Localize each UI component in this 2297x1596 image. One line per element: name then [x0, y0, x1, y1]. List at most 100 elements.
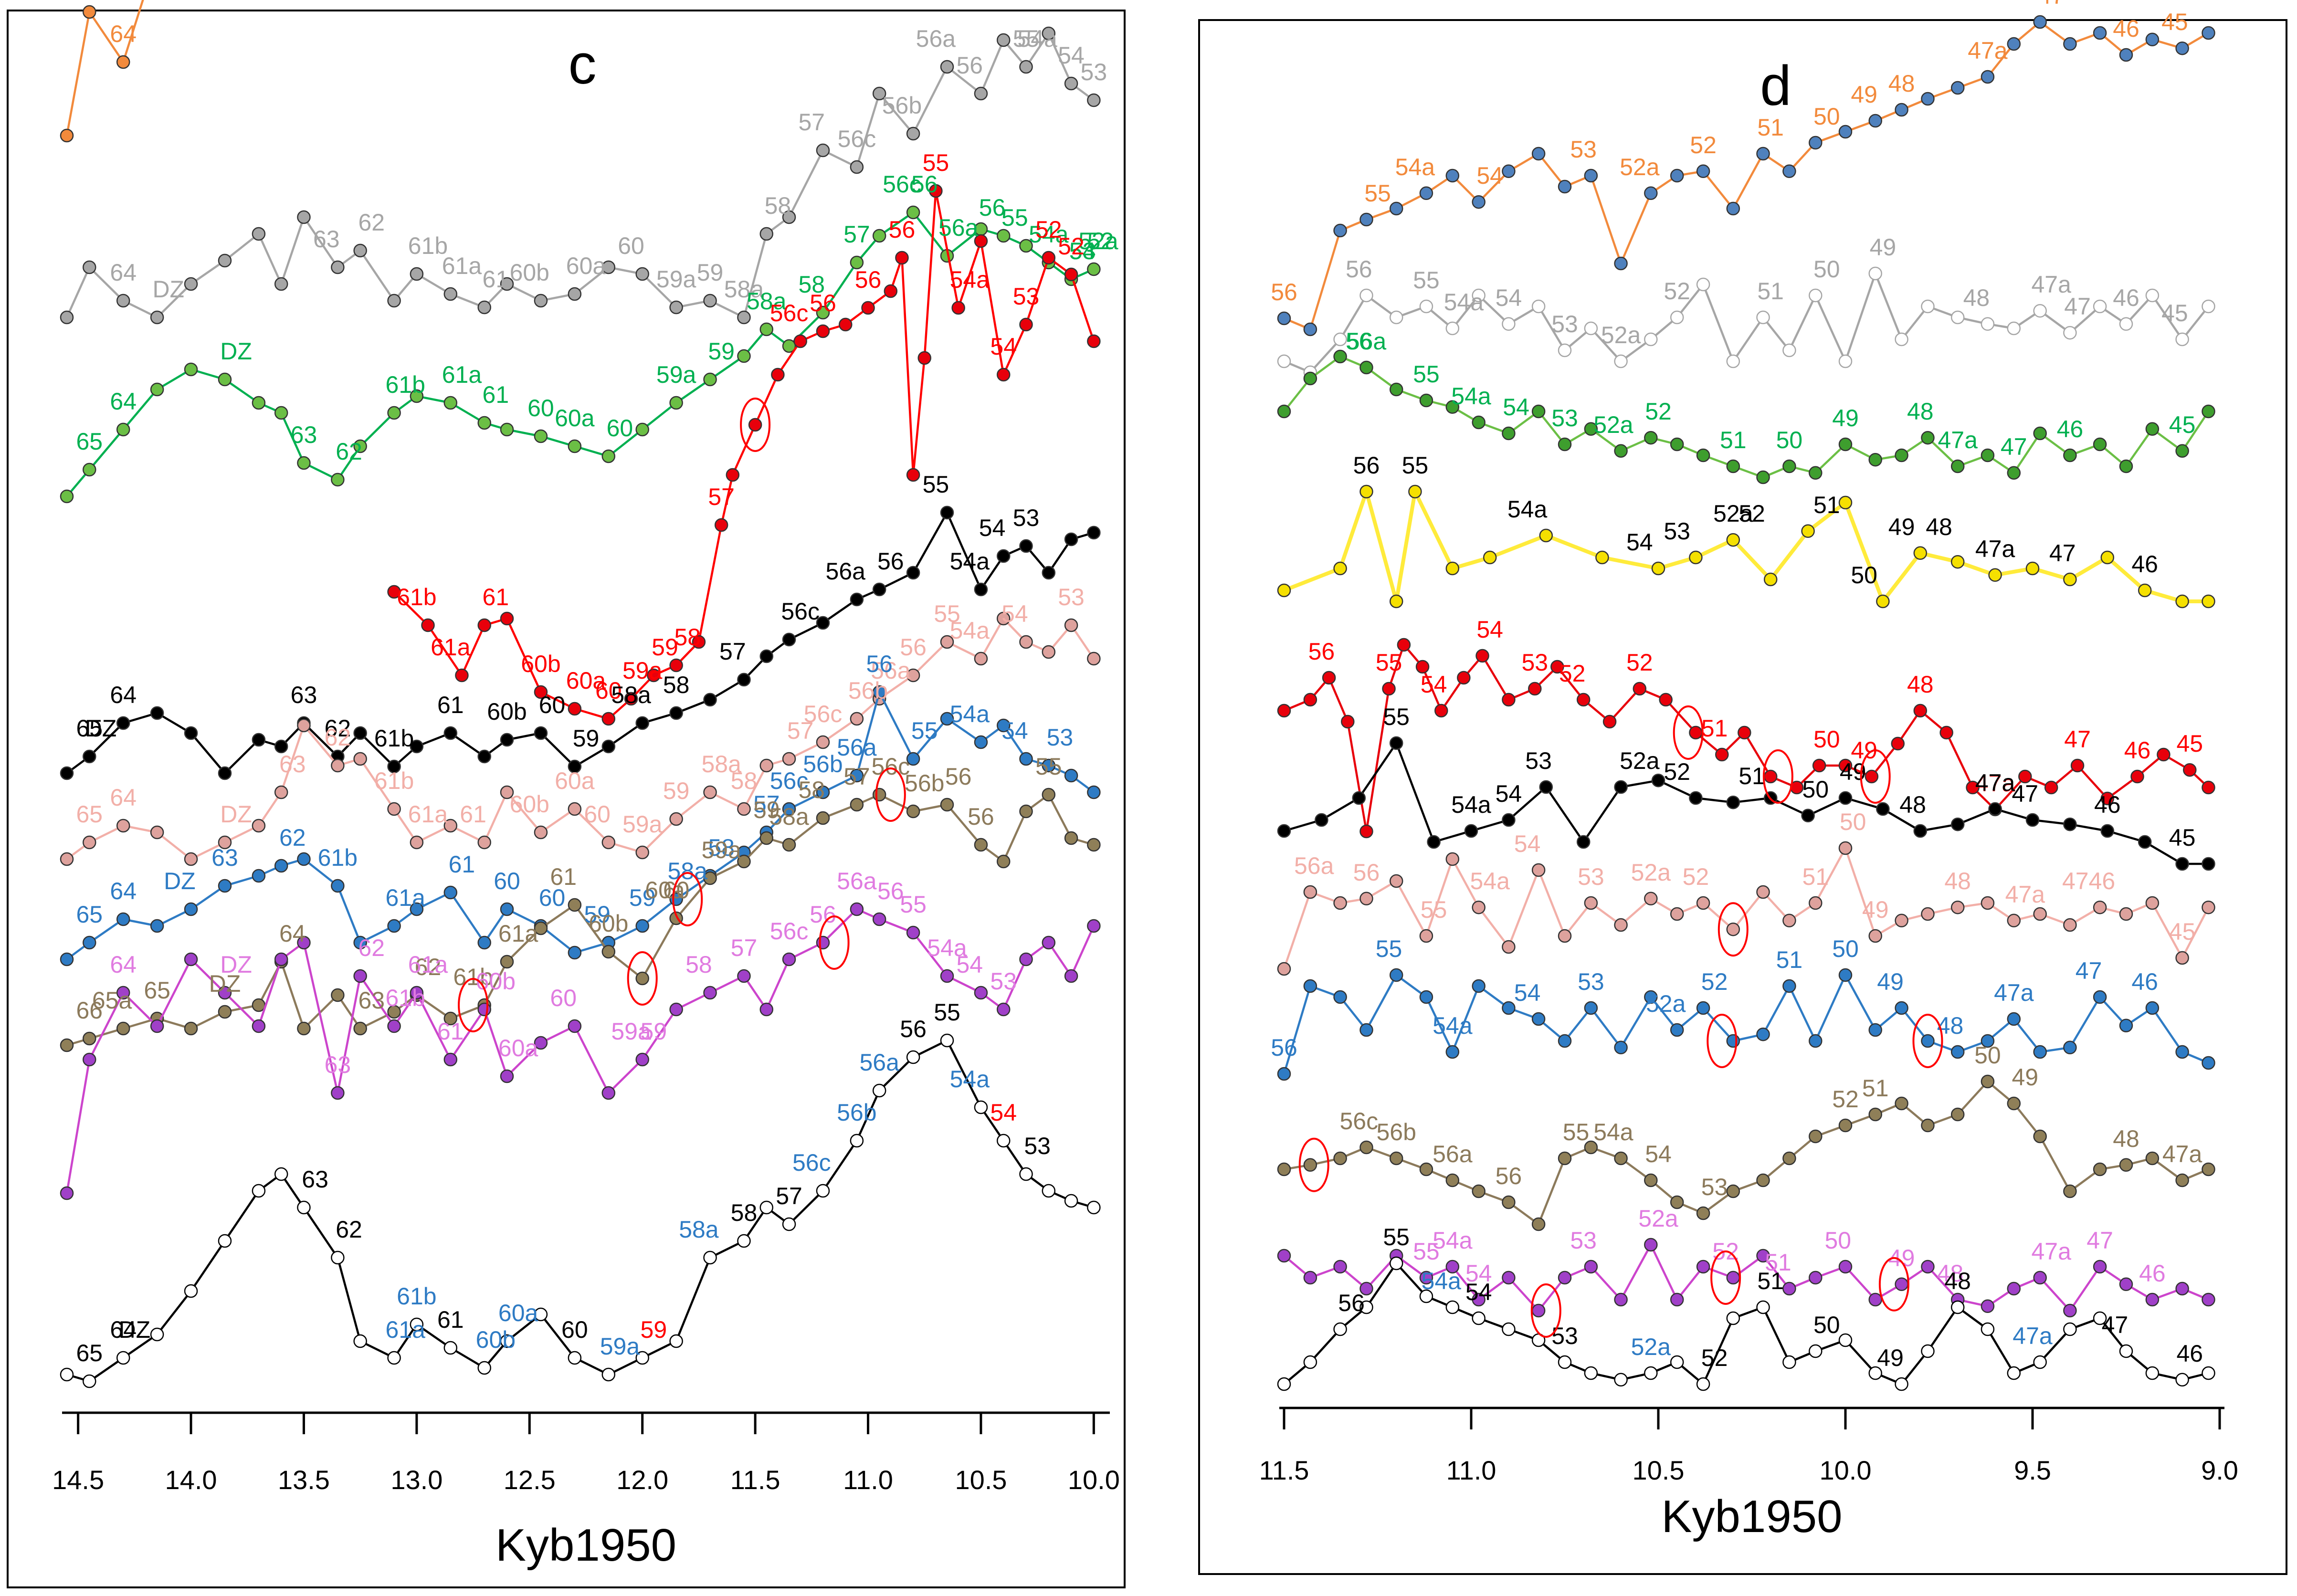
- panel-d-point-2-10: [1531, 299, 1546, 314]
- panel-c-point-7-36: [1087, 785, 1101, 799]
- panel-c-point-10-32: [996, 1134, 1011, 1148]
- panel-d-point-11-23: [1895, 1377, 1908, 1391]
- panel-d-point-2-17: [1726, 354, 1740, 368]
- panel-d-label-5-61: 56: [1308, 638, 1335, 665]
- panel-c-point-6-16: [500, 785, 514, 799]
- panel-c-point-5-22: [703, 693, 717, 707]
- panel-c-label-7-155: 56a: [837, 734, 877, 761]
- panel-d-label-9-123: 55: [1563, 1119, 1590, 1145]
- panel-d-point-11-33: [2175, 1373, 2189, 1387]
- panel-c-point-5-23: [737, 672, 751, 687]
- panel-c-label-3-53: 61b: [386, 371, 425, 398]
- panel-c-label-10-212: 61b: [397, 1283, 436, 1310]
- panel-d-label-8-114: 49: [1877, 968, 1904, 995]
- panel-d-point-1-13: [1614, 256, 1628, 271]
- panel-c-label-10-214: 60b: [476, 1326, 516, 1353]
- panel-c-point-2-34: [1042, 26, 1056, 41]
- panel-d-label-1-2: 55: [1364, 180, 1391, 207]
- panel-d-point-1-30: [2093, 26, 2107, 40]
- panel-d-label-7-92: 55: [1421, 896, 1447, 923]
- panel-c-label-10-224: 56a: [859, 1049, 899, 1076]
- panel-c-label-2-34: 60: [618, 232, 644, 259]
- panel-d-label-1-5: 53: [1570, 136, 1597, 163]
- panel-d-label-4-49: 54a: [1507, 496, 1548, 523]
- panel-c-point-2-33: [1019, 60, 1033, 74]
- panel-d-point-10-30: [2093, 1260, 2107, 1274]
- panel-d-label-1-3: 54a: [1395, 154, 1435, 180]
- panel-c-point-8-14: [443, 1011, 458, 1026]
- panel-d-label-7-96: 52a: [1631, 859, 1671, 886]
- panel-c-point-1-2: [83, 5, 96, 19]
- panel-d-point-1-22: [1868, 114, 1882, 128]
- panel-c-label-3-68: 55: [1001, 204, 1028, 231]
- panel-d-point-2-26: [1981, 317, 1995, 331]
- panel-d-point-11-22: [1868, 1366, 1882, 1380]
- panel-c-label-7-151: 58: [708, 834, 735, 861]
- panel-d-series-line-7: [1283, 847, 2210, 969]
- panel-d-point-10-8: [1472, 1292, 1486, 1307]
- panel-c-point-2-19: [601, 260, 616, 274]
- panel-d-point-9-22: [1868, 1107, 1882, 1122]
- panel-d-point-10-3: [1333, 1260, 1347, 1274]
- panel-d-point-7-24: [1921, 907, 1935, 921]
- panel-d-point-8-6: [1419, 990, 1433, 1004]
- panel-d-label-2-23: 51: [1757, 278, 1784, 304]
- panel-c-point-6-34: [1042, 645, 1056, 659]
- panel-d-highlight-8: [1530, 1283, 1561, 1338]
- panel-d-point-9-12: [1584, 1140, 1598, 1155]
- panel-c-point-8-35: [1064, 831, 1078, 845]
- panel-c-point-1-3: [116, 55, 130, 69]
- panel-c-label-6-134: 55: [934, 600, 960, 627]
- panel-c-label-6-125: 59a: [622, 811, 663, 838]
- panel-c-label-7-140: DZ: [164, 868, 196, 894]
- panel-c-highlight-3: [875, 767, 906, 822]
- panel-c-point-6-19: [601, 835, 616, 850]
- panel-d-point-8-2: [1303, 979, 1317, 993]
- panel-c-point-7-1: [60, 952, 74, 966]
- panel-d-point-5-38: [2183, 763, 2197, 777]
- panel-c-point-8-31: [974, 838, 988, 852]
- panel-d-point-8-28: [2033, 1045, 2047, 1059]
- panel-c-point-2-25: [782, 210, 796, 224]
- panel-c-point-9-11: [353, 969, 367, 983]
- panel-c-point-6-32: [996, 611, 1011, 626]
- panel-c-label-2-38: 58: [765, 192, 791, 219]
- panel-d-point-2-21: [1838, 354, 1853, 368]
- panel-d-point-10-10: [1531, 1303, 1546, 1318]
- panel-d-label-2-21: 52a: [1601, 322, 1641, 348]
- panel-d-point-9-6: [1419, 1162, 1433, 1176]
- panel-d-point-5-10: [1457, 671, 1471, 685]
- panel-c-label-3-64: 56c: [883, 171, 921, 198]
- panel-c-label-5-109: 56: [877, 548, 904, 575]
- panel-c-label-4-79: 60: [595, 677, 622, 704]
- panel-c-label-7-160: 53: [1047, 724, 1074, 751]
- panel-d-point-11-1: [1277, 1377, 1291, 1391]
- panel-d-point-1-23: [1895, 103, 1908, 117]
- panel-d-point-5-33: [2044, 780, 2058, 795]
- panel-d-point-5-37: [2157, 747, 2171, 762]
- panel-c-point-5-35: [1064, 532, 1078, 546]
- panel-d-point-10-20: [1809, 1270, 1823, 1285]
- panel-c-point-10-11: [353, 1334, 367, 1348]
- panel-d-label-4-48: 55: [1402, 452, 1429, 479]
- panel-d-point-1-10: [1531, 147, 1546, 161]
- panel-c-label-2-32: 60b: [510, 259, 549, 286]
- panel-c-point-10-26: [816, 1184, 830, 1198]
- panel-d-point-10-29: [2063, 1303, 2077, 1318]
- panel-c-label-8-180: 56b: [905, 770, 944, 797]
- panel-c-point-4-18: [816, 324, 830, 338]
- panel-c-point-7-13: [410, 902, 424, 916]
- panel-c-point-6-6: [218, 835, 232, 850]
- panel-d-point-11-31: [2119, 1344, 2133, 1358]
- panel-d-label-10-135: 54: [1465, 1260, 1492, 1287]
- panel-d-point-9-7: [1445, 1173, 1460, 1187]
- panel-d-point-6-21: [2025, 813, 2040, 827]
- panel-c-point-10-7: [252, 1184, 266, 1198]
- panel-d-point-8-20: [1809, 1034, 1823, 1048]
- panel-d-label-8-113: 50: [1832, 935, 1859, 962]
- panel-c-point-2-4: [150, 310, 164, 325]
- panel-d-point-3-9: [1502, 426, 1516, 441]
- panel-d-label-11-155: 49: [1877, 1344, 1904, 1371]
- panel-c-label-8-182: 56: [968, 803, 994, 830]
- panel-d-label-2-17: 55: [1413, 267, 1440, 294]
